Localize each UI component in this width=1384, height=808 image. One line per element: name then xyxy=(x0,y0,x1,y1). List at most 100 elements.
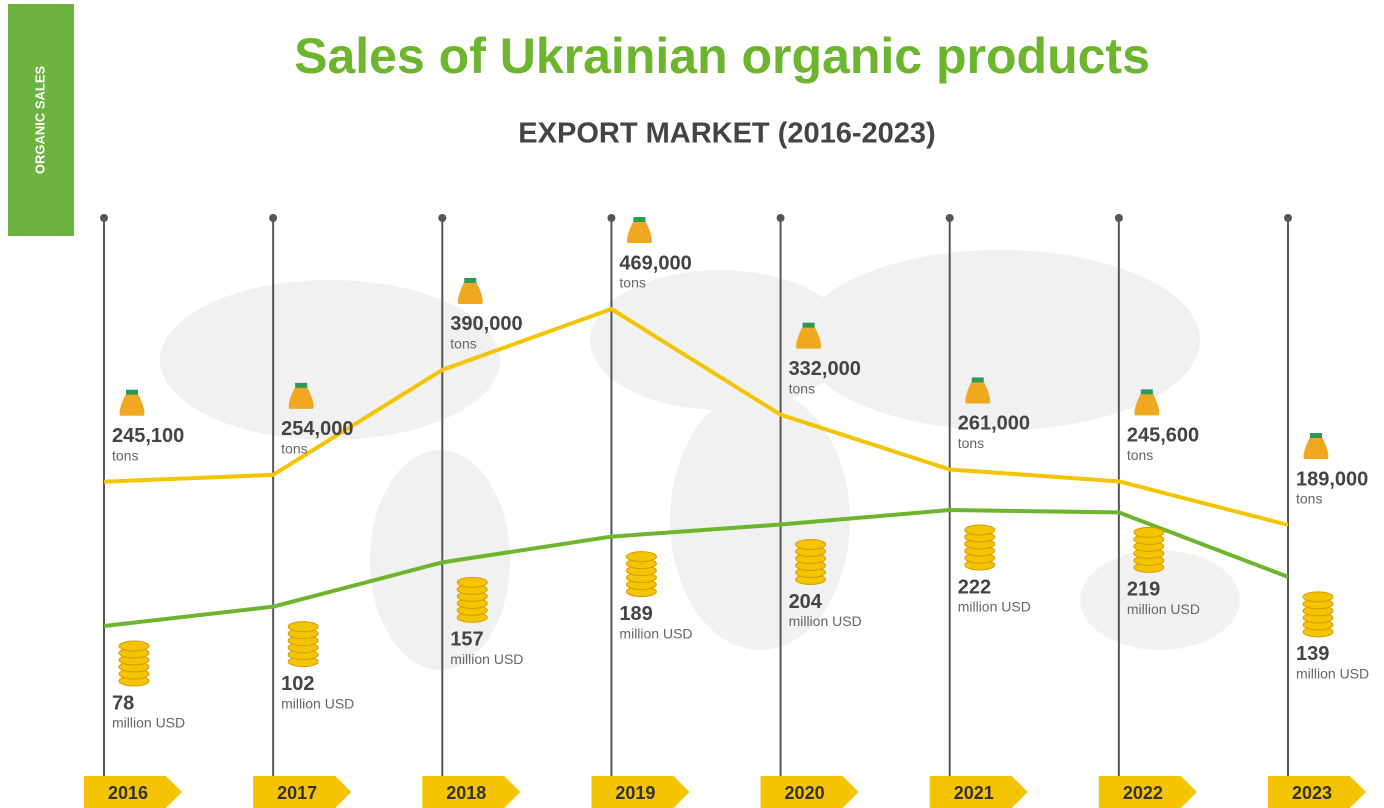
unit-label: million USD xyxy=(112,715,185,731)
year-tag xyxy=(253,776,352,808)
bag-tie xyxy=(802,322,815,328)
value-label: 332,000 xyxy=(789,358,861,380)
coin xyxy=(287,621,319,633)
unit-label: tons xyxy=(958,435,984,451)
unit-label: million USD xyxy=(281,695,354,711)
timeline-dot xyxy=(607,214,616,222)
year-label: 2023 xyxy=(1292,783,1332,803)
map-background xyxy=(160,250,1240,670)
bag-body xyxy=(1134,393,1160,416)
unit-label: tons xyxy=(1127,447,1153,463)
bag-icon xyxy=(288,382,314,409)
bag-icon xyxy=(796,322,821,349)
year-label: 2020 xyxy=(785,783,825,803)
timeline-dot xyxy=(100,214,108,222)
year-label: 2019 xyxy=(615,783,655,803)
bag-tie xyxy=(1310,433,1322,438)
bag-icon xyxy=(965,377,991,404)
value-label: 204 xyxy=(789,591,823,613)
bag-icon xyxy=(1303,433,1329,459)
year-tag xyxy=(1098,776,1197,808)
year-tag xyxy=(1268,776,1366,808)
coin xyxy=(1302,591,1334,603)
side-banner xyxy=(8,4,74,236)
value-label: 78 xyxy=(112,692,134,714)
coin xyxy=(795,539,827,550)
year-tag xyxy=(84,776,182,808)
series-line xyxy=(103,307,1289,527)
bag-body xyxy=(288,386,314,409)
unit-label: tons xyxy=(281,441,307,457)
bag-icon xyxy=(119,389,145,416)
timeline-dot xyxy=(776,214,785,222)
chart-title: Sales of Ukrainian organic products xyxy=(294,28,1150,84)
bag-icon xyxy=(627,217,652,243)
year-tag xyxy=(591,776,690,808)
unit-label: tons xyxy=(789,380,815,396)
unit-label: tons xyxy=(112,447,138,463)
chart-subtitle: EXPORT MARKET (2016-2023) xyxy=(518,118,935,150)
timeline-dot xyxy=(1114,214,1123,222)
coin xyxy=(1133,526,1165,538)
side-label: ORGANIC SALES xyxy=(32,66,47,175)
bag-body xyxy=(1303,437,1329,459)
coin-stack xyxy=(964,524,996,571)
coin xyxy=(118,640,150,652)
bag-body xyxy=(965,381,991,404)
value-label: 254,000 xyxy=(281,418,353,440)
coin-stack xyxy=(1133,526,1165,573)
bag-body xyxy=(796,326,821,349)
bag-tie xyxy=(126,389,138,395)
value-label: 390,000 xyxy=(450,313,522,335)
value-label: 219 xyxy=(1127,579,1160,601)
coin xyxy=(625,551,657,563)
unit-label: million USD xyxy=(450,651,523,667)
value-label: 222 xyxy=(958,576,991,598)
year-tag xyxy=(929,776,1028,808)
unit-label: million USD xyxy=(1296,666,1369,682)
bag-body xyxy=(457,281,483,304)
year-label: 2021 xyxy=(954,783,994,803)
timeline-dot xyxy=(269,214,278,222)
series-line xyxy=(103,508,1289,628)
coin-stack xyxy=(118,640,150,687)
value-label: 189 xyxy=(619,603,652,625)
bag-icon xyxy=(457,277,483,304)
bag-icon xyxy=(1134,389,1160,416)
year-label: 2017 xyxy=(277,783,317,803)
unit-label: tons xyxy=(1296,491,1322,507)
bag-body xyxy=(119,393,145,416)
unit-label: tons xyxy=(450,336,476,352)
unit-label: million USD xyxy=(789,613,862,629)
year-label: 2018 xyxy=(446,783,486,803)
value-label: 469,000 xyxy=(619,252,691,274)
coin-stack xyxy=(795,539,827,585)
bag-body xyxy=(627,221,652,243)
bag-tie xyxy=(1140,389,1153,395)
bag-tie xyxy=(295,382,308,388)
bag-tie xyxy=(633,217,646,222)
year-label: 2022 xyxy=(1123,783,1163,803)
timeline-dot xyxy=(945,214,954,222)
unit-label: million USD xyxy=(1127,601,1200,617)
coin-stack xyxy=(287,621,319,668)
value-label: 189,000 xyxy=(1296,468,1368,490)
coin-stack xyxy=(1302,591,1334,638)
coin xyxy=(964,524,996,536)
coin-stack xyxy=(625,551,657,598)
value-label: 245,100 xyxy=(112,425,184,447)
value-label: 261,000 xyxy=(958,413,1030,435)
coin xyxy=(456,576,488,588)
unit-label: tons xyxy=(619,275,645,291)
unit-label: million USD xyxy=(619,625,692,641)
coin-stack xyxy=(456,576,488,623)
year-label: 2016 xyxy=(108,783,148,803)
bag-tie xyxy=(464,277,477,283)
timeline-dot xyxy=(1284,214,1292,222)
year-tag xyxy=(422,776,521,808)
value-label: 157 xyxy=(450,629,483,651)
unit-label: million USD xyxy=(958,599,1031,615)
value-label: 245,600 xyxy=(1127,425,1199,447)
bag-tie xyxy=(971,377,984,383)
